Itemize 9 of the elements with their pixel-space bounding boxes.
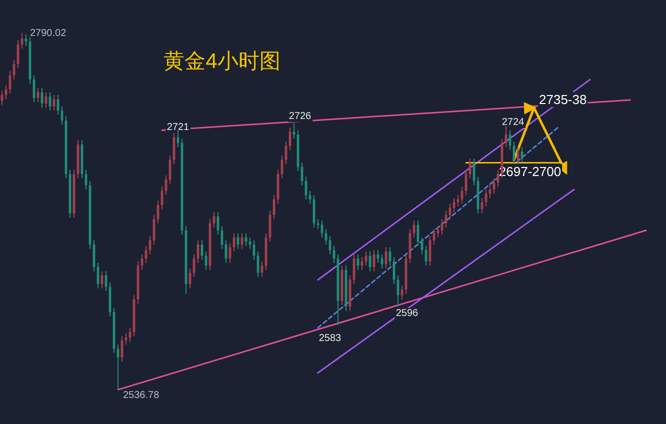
annotation: 2735-38 xyxy=(539,92,587,107)
annotation: 2536.78 xyxy=(123,390,160,401)
annotation: 2596 xyxy=(396,308,418,319)
annotation: 2583 xyxy=(318,333,342,344)
annotation: 2790.02 xyxy=(30,28,66,39)
title: 黄金4小时图 xyxy=(164,50,280,73)
annotation: 2721 xyxy=(166,122,190,133)
annotation: 2724 xyxy=(502,117,524,128)
annotation: 2726 xyxy=(288,111,312,122)
